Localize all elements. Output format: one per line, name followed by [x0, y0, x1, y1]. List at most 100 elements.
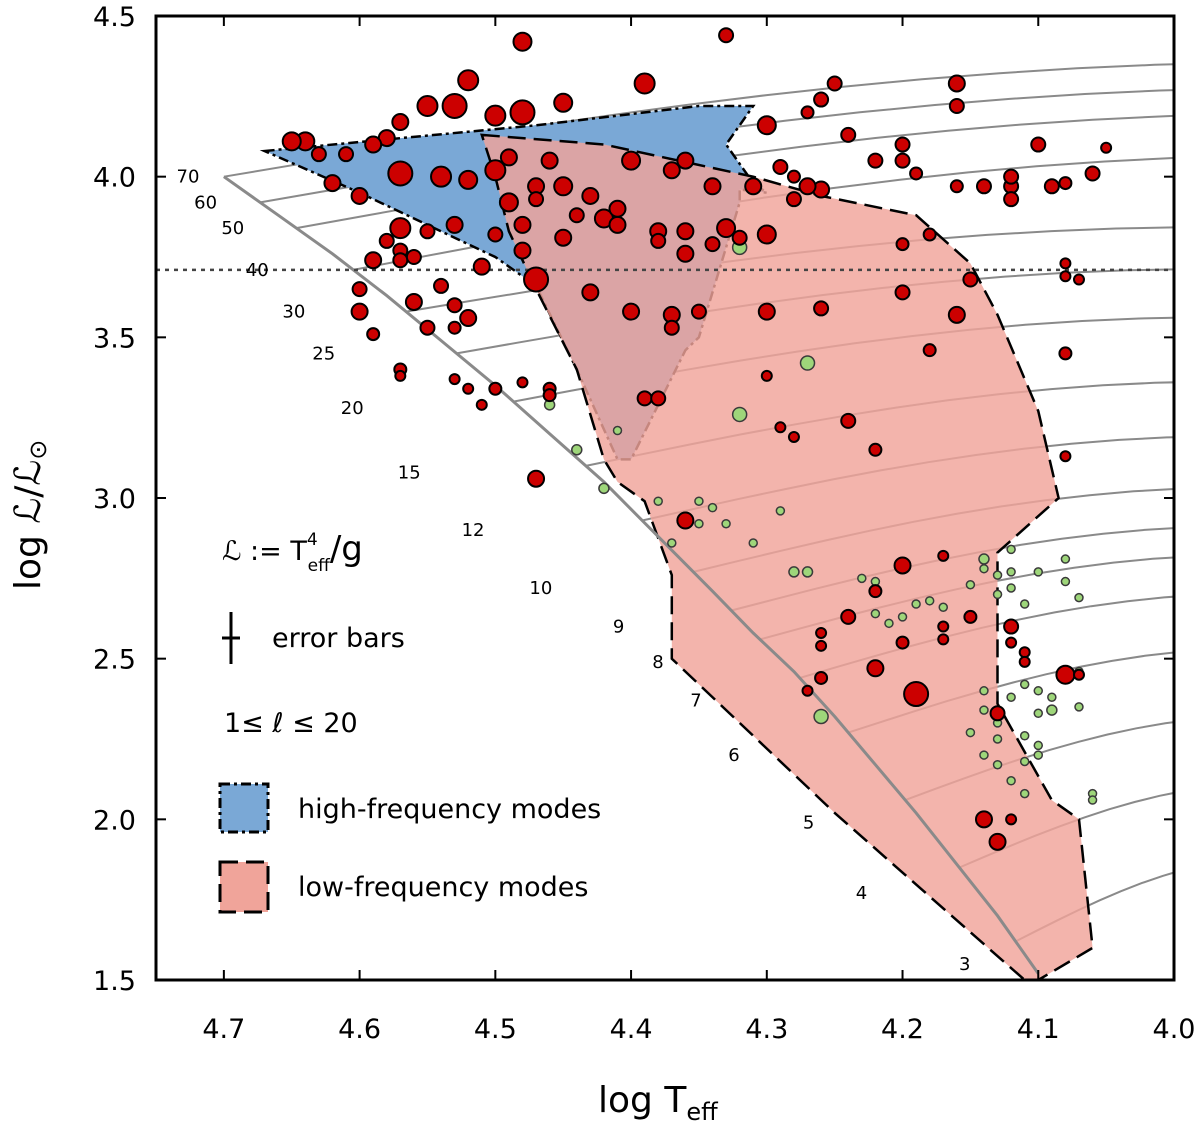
red-point-81	[622, 302, 641, 321]
green-point-33	[979, 563, 989, 574]
red-point-130	[1059, 450, 1072, 463]
green-point-44	[1033, 686, 1044, 696]
y-tick-label-3.0: 3.0	[93, 484, 136, 515]
green-point-9	[667, 538, 677, 548]
red-point-127	[1059, 257, 1072, 270]
green-point-47	[1033, 708, 1044, 719]
red-point-88	[608, 199, 627, 218]
red-point-105	[446, 297, 463, 314]
green-point-45	[1047, 692, 1057, 702]
red-point-18	[387, 160, 414, 187]
red-point-144	[963, 609, 978, 624]
x-tick-label-4.7: 4.7	[202, 1014, 245, 1045]
red-point-21	[484, 159, 507, 182]
green-point-43	[1019, 679, 1030, 690]
red-point-145	[1003, 618, 1020, 635]
red-point-131	[893, 556, 912, 575]
mass-label-40: 40	[246, 260, 269, 281]
x-tick-label-4.1: 4.1	[1017, 1014, 1060, 1045]
red-point-57	[826, 75, 843, 92]
legend: high-frequency modes low-frequency modes	[218, 782, 601, 914]
x-tick-label-4.5: 4.5	[474, 1014, 517, 1045]
red-point-150	[1055, 664, 1076, 685]
red-point-89	[553, 176, 574, 197]
definition-annotation: ℒ := T4 eff/g	[222, 529, 363, 576]
red-point-148	[1018, 655, 1031, 668]
red-point-153	[988, 832, 1007, 851]
red-point-2	[457, 69, 480, 92]
mass-label-4: 4	[856, 883, 867, 904]
red-point-113	[475, 398, 488, 411]
red-point-48	[1043, 178, 1060, 195]
red-point-23	[540, 151, 559, 170]
y-tick-label-2.0: 2.0	[93, 805, 136, 836]
y-tick-label-4.5: 4.5	[93, 2, 136, 33]
red-point-154	[1005, 813, 1018, 826]
red-point-61	[922, 227, 937, 242]
y-tick-label-3.5: 3.5	[93, 323, 136, 354]
red-point-68	[757, 302, 776, 321]
red-point-52	[1100, 141, 1113, 154]
y-axis-label-sym: ⊙	[24, 440, 52, 460]
green-point-37	[1033, 567, 1044, 577]
green-point-7	[612, 425, 623, 436]
red-point-70	[513, 241, 532, 260]
red-point-29	[703, 177, 722, 196]
red-point-110	[394, 369, 407, 382]
red-point-46	[1003, 168, 1020, 185]
red-point-132	[840, 608, 857, 625]
red-point-141	[937, 620, 950, 633]
red-point-108	[419, 319, 436, 336]
mass-label-12: 12	[462, 520, 485, 541]
red-point-139	[815, 626, 828, 639]
red-point-51	[1084, 165, 1101, 182]
mass-label-15: 15	[398, 462, 421, 483]
x-tick-label-4.6: 4.6	[338, 1014, 381, 1045]
green-point-1	[799, 355, 816, 371]
green-point-51	[979, 750, 989, 760]
red-point-151	[1072, 668, 1085, 681]
red-point-71	[472, 257, 491, 276]
red-point-123	[840, 412, 857, 429]
y-axis-label: log ℒ/ℒ⊙	[8, 440, 52, 590]
red-point-3	[633, 72, 656, 95]
red-point-49	[1030, 136, 1047, 153]
red-point-140	[801, 684, 814, 697]
red-point-93	[419, 223, 436, 240]
green-point-31	[1019, 599, 1030, 609]
x-axis-label-sub: eff	[686, 1098, 718, 1126]
mass-label-60: 60	[194, 192, 217, 213]
red-point-9	[391, 113, 410, 132]
green-point-23	[884, 618, 894, 629]
red-point-73	[513, 215, 532, 234]
green-point-16	[775, 506, 786, 516]
mass-label-25: 25	[312, 343, 335, 364]
green-point-53	[1006, 776, 1016, 786]
green-point-12	[694, 518, 704, 529]
red-point-97	[364, 251, 383, 270]
red-point-80	[581, 283, 600, 302]
red-point-133	[868, 584, 883, 599]
green-point-28	[965, 580, 976, 590]
mass-label-7: 7	[690, 690, 701, 711]
mass-label-3: 3	[959, 954, 970, 975]
red-point-58	[772, 159, 789, 176]
red-point-66	[894, 284, 911, 301]
red-point-67	[813, 300, 830, 317]
x-axis-label: log Teff	[598, 1080, 718, 1126]
red-point-38	[840, 126, 857, 143]
red-point-31	[716, 218, 737, 239]
green-point-41	[979, 686, 989, 696]
red-point-11	[364, 135, 383, 154]
red-point-65	[947, 305, 966, 324]
green-point-24	[897, 612, 908, 622]
red-point-28	[676, 151, 695, 170]
red-point-50	[1058, 176, 1073, 191]
green-point-32	[992, 570, 1003, 580]
mass-label-8: 8	[652, 652, 663, 673]
green-point-42	[1006, 692, 1016, 702]
red-point-7	[441, 92, 468, 119]
